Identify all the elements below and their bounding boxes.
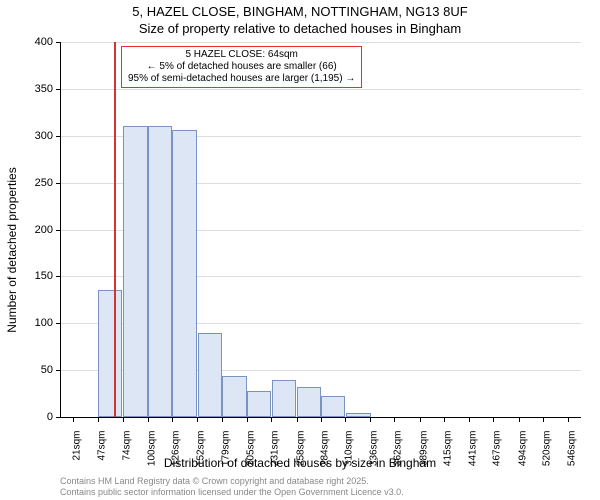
- y-tick-label: 200: [35, 224, 53, 236]
- y-tick: [56, 370, 61, 371]
- y-tick: [56, 136, 61, 137]
- y-tick: [56, 89, 61, 90]
- histogram-bar: [198, 333, 222, 417]
- annotation-line-2: ← 5% of detached houses are smaller (66): [128, 61, 355, 73]
- x-tick: [197, 417, 198, 422]
- x-tick: [297, 417, 298, 422]
- y-tick-label: 100: [35, 317, 53, 329]
- x-tick-label: 494sqm: [517, 431, 528, 467]
- x-tick: [123, 417, 124, 422]
- footer-attribution: Contains HM Land Registry data © Crown c…: [60, 476, 404, 498]
- footer-line-2: Contains public sector information licen…: [60, 487, 404, 498]
- x-tick-label: 21sqm: [72, 431, 83, 461]
- annotation-line-1: 5 HAZEL CLOSE: 64sqm: [128, 49, 355, 61]
- grid-line: [61, 42, 581, 43]
- x-tick: [321, 417, 322, 422]
- x-tick: [148, 417, 149, 422]
- x-tick: [271, 417, 272, 422]
- y-tick: [56, 323, 61, 324]
- chart-container: 5, HAZEL CLOSE, BINGHAM, NOTTINGHAM, NG1…: [0, 0, 600, 500]
- chart-title: 5, HAZEL CLOSE, BINGHAM, NOTTINGHAM, NG1…: [0, 0, 600, 38]
- marker-line: [114, 42, 116, 417]
- x-tick: [493, 417, 494, 422]
- histogram-bar: [172, 130, 196, 417]
- x-tick-label: 74sqm: [122, 431, 133, 461]
- y-tick: [56, 230, 61, 231]
- histogram-bar: [98, 290, 122, 418]
- y-tick-label: 400: [35, 36, 53, 48]
- y-tick: [56, 42, 61, 43]
- x-tick: [420, 417, 421, 422]
- histogram-bar: [346, 413, 370, 417]
- y-tick-label: 150: [35, 270, 53, 282]
- histogram-bar: [321, 396, 345, 417]
- x-tick-label: 47sqm: [96, 431, 107, 461]
- x-tick: [568, 417, 569, 422]
- footer-line-1: Contains HM Land Registry data © Crown c…: [60, 476, 404, 487]
- histogram-bar: [148, 126, 172, 417]
- x-axis-title: Distribution of detached houses by size …: [164, 456, 436, 470]
- x-tick-label: 441sqm: [467, 431, 478, 467]
- x-tick-label: 546sqm: [566, 431, 577, 467]
- x-tick: [98, 417, 99, 422]
- histogram-bar: [247, 391, 271, 417]
- y-tick-label: 250: [35, 177, 53, 189]
- histogram-bar: [123, 126, 147, 417]
- x-tick: [345, 417, 346, 422]
- y-axis-title: Number of detached properties: [5, 167, 19, 332]
- x-tick: [519, 417, 520, 422]
- x-tick: [370, 417, 371, 422]
- x-tick: [469, 417, 470, 422]
- y-tick: [56, 417, 61, 418]
- annotation-box: 5 HAZEL CLOSE: 64sqm ← 5% of detached ho…: [121, 46, 362, 88]
- y-tick: [56, 276, 61, 277]
- title-line-1: 5, HAZEL CLOSE, BINGHAM, NOTTINGHAM, NG1…: [0, 4, 600, 21]
- y-tick-label: 0: [47, 411, 53, 423]
- histogram-bar: [222, 376, 246, 417]
- chart-plot-area: 05010015020025030035040021sqm47sqm74sqm1…: [60, 42, 581, 418]
- x-tick: [247, 417, 248, 422]
- x-tick: [444, 417, 445, 422]
- annotation-line-3: 95% of semi-detached houses are larger (…: [128, 73, 355, 85]
- histogram-bar: [272, 380, 296, 418]
- x-tick: [543, 417, 544, 422]
- x-tick: [73, 417, 74, 422]
- x-tick-label: 520sqm: [542, 431, 553, 467]
- grid-line: [61, 89, 581, 90]
- x-tick: [172, 417, 173, 422]
- y-tick-label: 300: [35, 130, 53, 142]
- x-tick: [222, 417, 223, 422]
- y-tick-label: 50: [41, 364, 53, 376]
- x-tick-label: 100sqm: [146, 431, 157, 467]
- x-tick-label: 415sqm: [443, 431, 454, 467]
- x-tick-label: 467sqm: [492, 431, 503, 467]
- y-tick-label: 350: [35, 83, 53, 95]
- histogram-bar: [297, 387, 321, 417]
- x-tick: [394, 417, 395, 422]
- title-line-2: Size of property relative to detached ho…: [0, 21, 600, 38]
- y-tick: [56, 183, 61, 184]
